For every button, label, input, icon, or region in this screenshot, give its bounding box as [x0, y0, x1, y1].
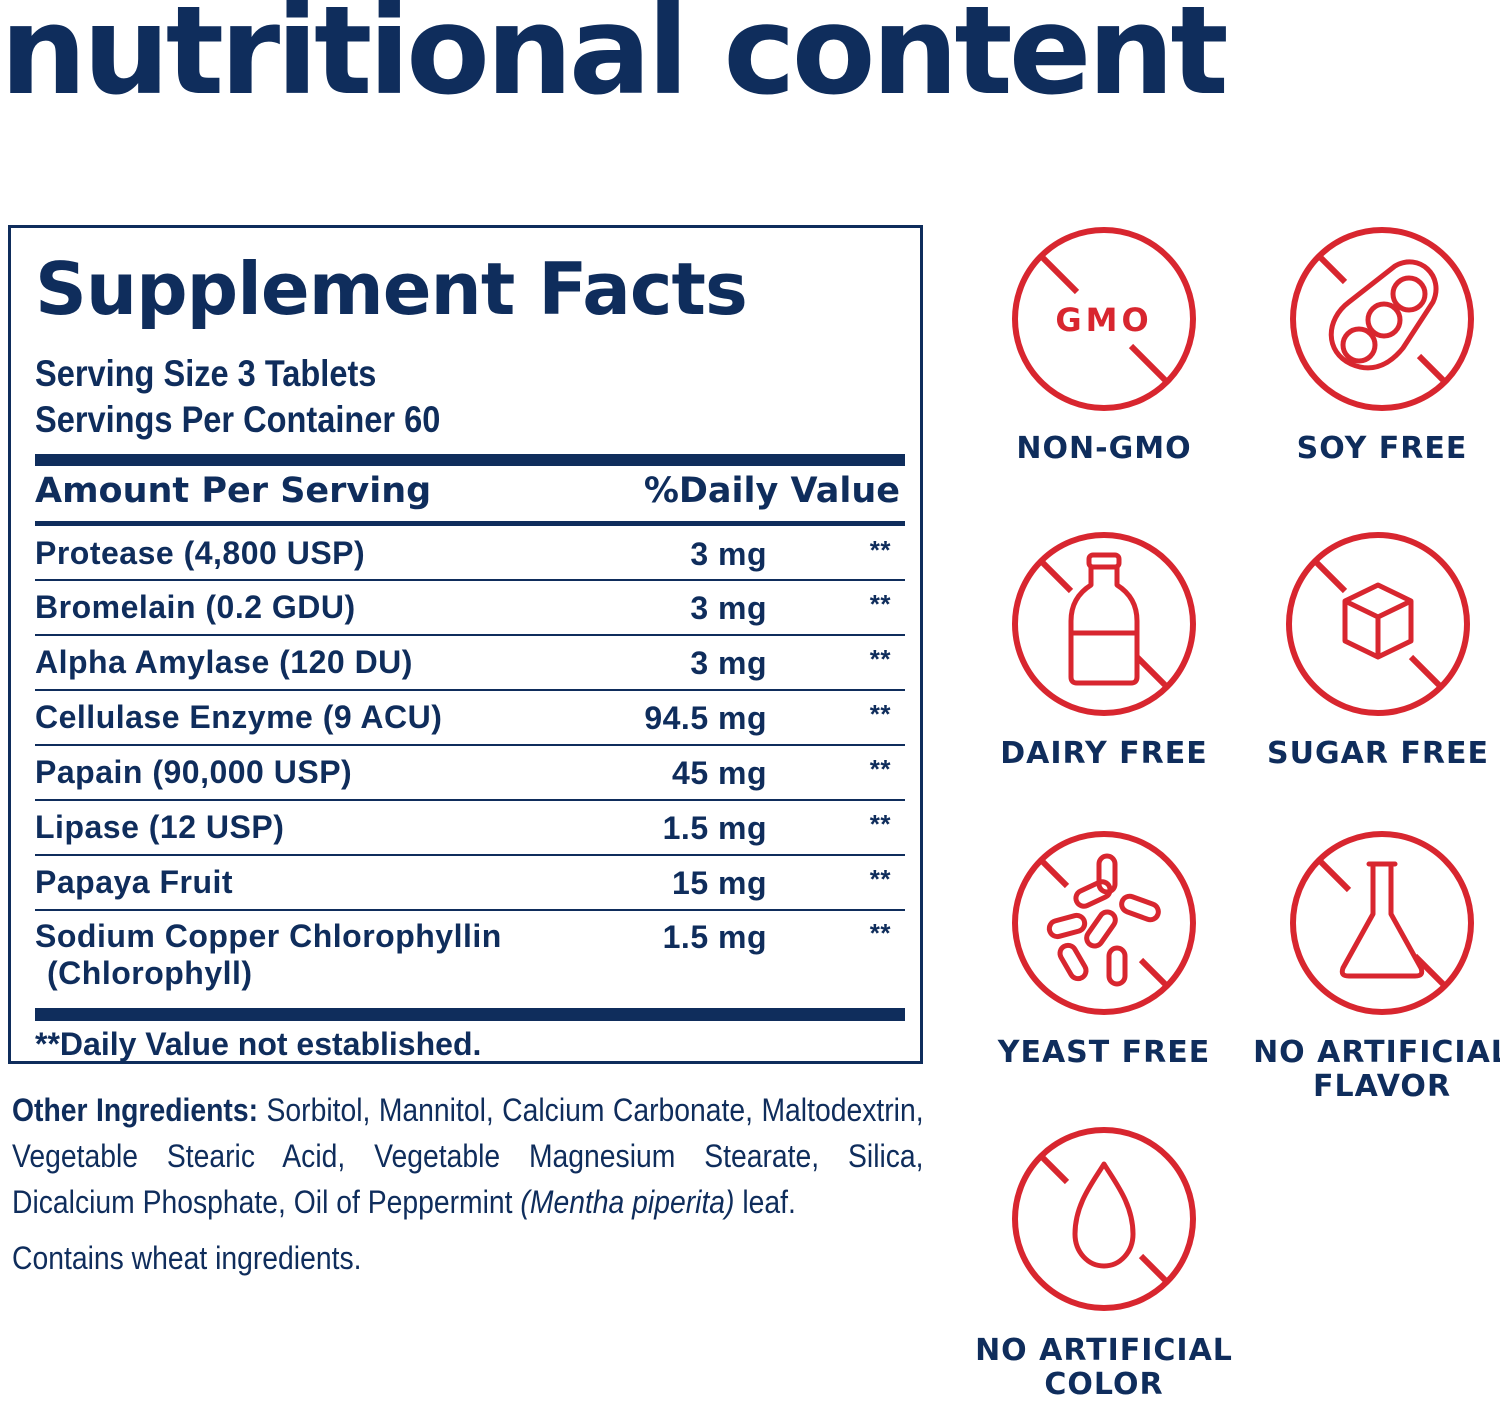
nutrient-row-lipase: Lipase (12 USP) 1.5 mg **	[35, 801, 905, 856]
nutrient-daily-value: **	[869, 535, 891, 565]
nutrient-row-protease: Protease (4,800 USP) 3 mg **	[35, 526, 905, 581]
supplement-facts-heading: Supplement Facts	[35, 247, 748, 331]
nutrient-row-bromelain: Bromelain (0.2 GDU) 3 mg **	[35, 581, 905, 636]
nutrient-name: Protease (4,800 USP)	[35, 535, 366, 571]
nutrient-name-continued: (Chlorophyll)	[47, 955, 253, 991]
supplement-facts-panel: Supplement Facts Serving Size 3 Tablets …	[8, 225, 923, 1064]
nutrient-daily-value: **	[869, 809, 891, 839]
badge-label: SUGAR FREE	[1267, 736, 1489, 771]
badge-label: DAIRY FREE	[1000, 736, 1208, 771]
droplet-icon	[1012, 1127, 1196, 1311]
row-divider	[35, 744, 905, 746]
sugar-cube-icon	[1286, 532, 1470, 716]
page-title: nutritional content	[0, 0, 1229, 122]
daily-value-footnote: **Daily Value not established.	[35, 1026, 482, 1062]
row-divider	[35, 909, 905, 911]
nutrient-amount: 45 mg	[672, 755, 767, 791]
allergen-statement: Contains wheat ingredients.	[12, 1240, 362, 1276]
nutrient-daily-value: **	[869, 699, 891, 729]
nutrient-amount: 15 mg	[672, 865, 767, 901]
badge-sugar-free: SUGAR FREE	[1233, 529, 1500, 771]
badge-yeast-free: YEAST FREE	[959, 828, 1249, 1070]
row-divider	[35, 799, 905, 801]
nutrient-amount: 1.5 mg	[662, 810, 767, 846]
nutrient-daily-value: **	[869, 644, 891, 674]
header-rule	[35, 521, 905, 526]
other-ingredients-label: Other Ingredients:	[12, 1092, 259, 1128]
nutrient-row-alpha-amylase: Alpha Amylase (120 DU) 3 mg **	[35, 636, 905, 691]
nutrient-daily-value: **	[869, 589, 891, 619]
nutrient-name: Cellulase Enzyme (9 ACU)	[35, 699, 443, 735]
soybean-icon	[1290, 227, 1474, 411]
nutrient-daily-value: **	[869, 918, 891, 948]
nutrient-amount: 1.5 mg	[662, 919, 767, 955]
other-ingredients: Other Ingredients: Sorbitol, Mannitol, C…	[12, 1087, 924, 1225]
badge-label-line1: NO ARTIFICIAL	[1253, 1035, 1500, 1070]
badge-label-line2: FLAVOR	[1312, 1069, 1452, 1104]
badge-label: SOY FREE	[1296, 431, 1468, 466]
nutrient-row-chlorophyllin: Sodium Copper Chlorophyllin (Chlorophyll…	[35, 911, 905, 1006]
badge-no-artificial-color: NO ARTIFICIAL COLOR	[959, 1124, 1249, 1402]
badge-no-artificial-flavor: NO ARTIFICIAL FLAVOR	[1237, 828, 1500, 1104]
nutrient-row-papain: Papain (90,000 USP) 45 mg **	[35, 746, 905, 801]
nutrient-daily-value: **	[869, 754, 891, 784]
milk-bottle-icon	[1012, 532, 1196, 716]
badge-label-line1: NO ARTIFICIAL	[975, 1333, 1233, 1368]
nutrient-name: Lipase (12 USP)	[35, 809, 285, 845]
gmo-icon: GMO	[1012, 227, 1196, 411]
nutrient-name: Papaya Fruit	[35, 864, 234, 900]
servings-per-container: Servings Per Container 60	[35, 399, 441, 440]
nutrient-amount: 3 mg	[690, 590, 767, 626]
nutrient-daily-value: **	[869, 864, 891, 894]
nutrient-row-cellulase: Cellulase Enzyme (9 ACU) 94.5 mg **	[35, 691, 905, 746]
nutrient-amount: 94.5 mg	[644, 700, 767, 736]
serving-size: Serving Size 3 Tablets	[35, 353, 377, 394]
badge-label: YEAST FREE	[997, 1035, 1211, 1070]
row-divider	[35, 579, 905, 581]
nutrient-name: Sodium Copper Chlorophyllin	[35, 918, 502, 954]
flask-icon	[1290, 831, 1474, 1015]
row-divider	[35, 689, 905, 691]
nutrient-row-papaya-fruit: Papaya Fruit 15 mg **	[35, 856, 905, 911]
badge-label-line2: COLOR	[1044, 1367, 1164, 1402]
nutrient-name: Alpha Amylase (120 DU)	[35, 644, 413, 680]
row-divider	[35, 854, 905, 856]
badge-non-gmo: GMO NON-GMO	[959, 224, 1249, 466]
gmo-icon-text: GMO	[1055, 301, 1152, 339]
thick-rule-top	[35, 454, 905, 466]
amount-per-serving-header: Amount Per Serving	[35, 471, 432, 511]
nutrient-amount: 3 mg	[690, 536, 767, 572]
nutrient-name: Papain (90,000 USP)	[35, 754, 353, 790]
other-ingredients-list-end: leaf.	[742, 1184, 796, 1220]
badge-label: NON-GMO	[1016, 431, 1192, 466]
nutrient-amount: 3 mg	[690, 645, 767, 681]
badge-soy-free: SOY FREE	[1237, 224, 1500, 466]
daily-value-header: %Daily Value	[643, 471, 900, 511]
other-ingredients-list: Sorbitol, Mannitol, Calcium Carbonate, M…	[12, 1092, 924, 1220]
yeast-icon	[1012, 831, 1196, 1015]
badge-dairy-free: DAIRY FREE	[959, 529, 1249, 771]
row-divider	[35, 634, 905, 636]
nutrient-name: Bromelain (0.2 GDU)	[35, 589, 356, 625]
other-ingredients-botanical: (Mentha piperita)	[520, 1184, 735, 1220]
thick-rule-bottom	[35, 1008, 905, 1021]
